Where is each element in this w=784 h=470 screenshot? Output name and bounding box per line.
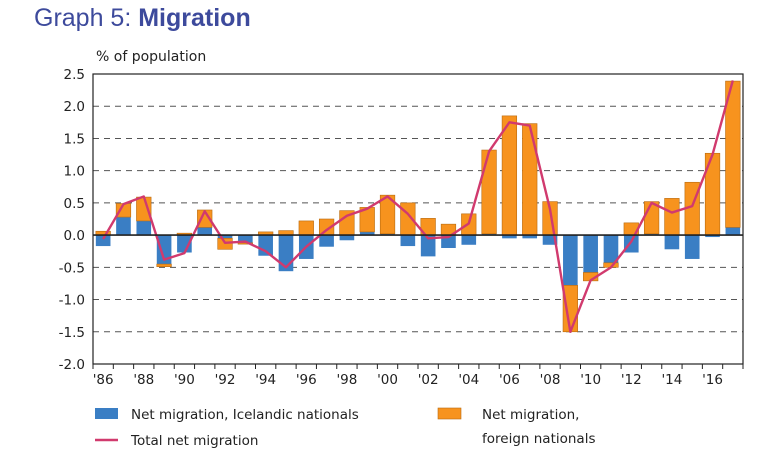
x-tick-label: '86 xyxy=(93,372,114,388)
x-tick-label: '90 xyxy=(174,372,195,388)
x-tick-label: '04 xyxy=(458,372,479,388)
foreign-bar xyxy=(481,149,497,235)
icelandic-bar xyxy=(319,235,334,247)
icelandic-bar xyxy=(461,235,477,245)
legend-label-icelandic: Net migration, Icelandic nationals xyxy=(131,407,359,423)
x-tick-label: '88 xyxy=(133,372,154,388)
x-tick-label: '02 xyxy=(418,372,439,388)
gridlines xyxy=(93,105,743,333)
icelandic-bar xyxy=(339,235,355,241)
title-bold: Migration xyxy=(138,4,251,32)
icelandic-bar xyxy=(95,235,111,247)
foreign-bars xyxy=(95,80,741,333)
legend-swatch-foreign xyxy=(437,407,462,420)
y-axis-label: % of population xyxy=(96,49,206,65)
foreign-bar xyxy=(379,194,396,235)
title-prefix: Graph 5: xyxy=(34,4,139,32)
icelandic-bar xyxy=(522,235,538,239)
x-tick-label: '92 xyxy=(215,372,236,388)
icelandic-bar xyxy=(502,235,517,239)
icelandic-bar xyxy=(238,235,253,243)
y-tick-label: -1.5 xyxy=(59,325,85,341)
x-tick-label: '98 xyxy=(336,372,357,388)
total-net-migration-line xyxy=(102,80,734,333)
icelandic-bar xyxy=(359,231,375,236)
legend-label-total: Total net migration xyxy=(130,433,258,449)
x-tick-labels: '86 '88 '90 '92 '94 '96 '98 '00 '02 '04 '06 '08 '10 '… xyxy=(93,372,723,388)
legend-label-foreign-2: foreign nationals xyxy=(482,431,595,447)
icelandic-bar xyxy=(197,227,213,236)
x-tick-label: '14 xyxy=(661,372,682,388)
icelandic-bar xyxy=(664,235,680,250)
icelandic-bar xyxy=(563,235,578,286)
foreign-bar xyxy=(197,209,213,228)
x-tick-label: '10 xyxy=(580,372,601,388)
legend-swatch-icelandic xyxy=(95,408,118,419)
y-tick-label: 1.0 xyxy=(64,164,85,180)
legend-label-foreign: Net migration, xyxy=(482,407,579,423)
icelandic-bar xyxy=(400,235,416,247)
x-tick-label: '00 xyxy=(377,372,398,388)
total-line-group xyxy=(102,80,734,333)
x-tick-label: '16 xyxy=(702,372,723,388)
x-tick-label: '94 xyxy=(255,372,276,388)
icelandic-bar xyxy=(542,235,558,245)
x-tick-label: '06 xyxy=(499,372,520,388)
foreign-bar xyxy=(501,115,518,236)
x-tick-label: '08 xyxy=(540,372,561,388)
foreign-bar xyxy=(156,263,172,267)
page-title: Graph 5: Migration xyxy=(34,4,251,33)
icelandic-bar xyxy=(217,235,233,239)
icelandic-bar xyxy=(705,235,720,238)
icelandic-bar xyxy=(583,235,598,273)
x-tick-label: '96 xyxy=(296,372,317,388)
x-tick-label: '12 xyxy=(621,372,642,388)
icelandic-bar xyxy=(420,235,436,257)
y-tick-label: -1.0 xyxy=(59,293,85,309)
y-tick-labels: 2.5 2.0 1.5 1.0 0.5 0.0 -0.5 -1.0 -1.5 -2.0 xyxy=(59,67,85,373)
y-tick-label: -0.5 xyxy=(59,260,85,276)
icelandic-bar xyxy=(684,235,700,259)
icelandic-bar xyxy=(725,227,741,236)
icelandic-bar xyxy=(136,220,152,236)
y-tick-label: 0.0 xyxy=(64,228,85,244)
y-tick-label: 0.5 xyxy=(64,196,85,212)
icelandic-bar xyxy=(623,235,639,253)
icelandic-bar xyxy=(116,217,131,236)
y-tick-label: -2.0 xyxy=(59,357,85,373)
foreign-bar xyxy=(664,198,680,236)
y-tick-label: 1.5 xyxy=(64,131,85,147)
foreign-bar xyxy=(298,220,314,236)
icelandic-bar xyxy=(603,235,619,263)
y-tick-label: 2.0 xyxy=(64,99,85,115)
legend: Net migration, Icelandic nationals Total … xyxy=(95,407,595,449)
axes xyxy=(92,73,744,369)
icelandic-bar xyxy=(156,235,172,265)
y-tick-label: 2.5 xyxy=(64,67,85,83)
foreign-bar xyxy=(522,123,538,236)
